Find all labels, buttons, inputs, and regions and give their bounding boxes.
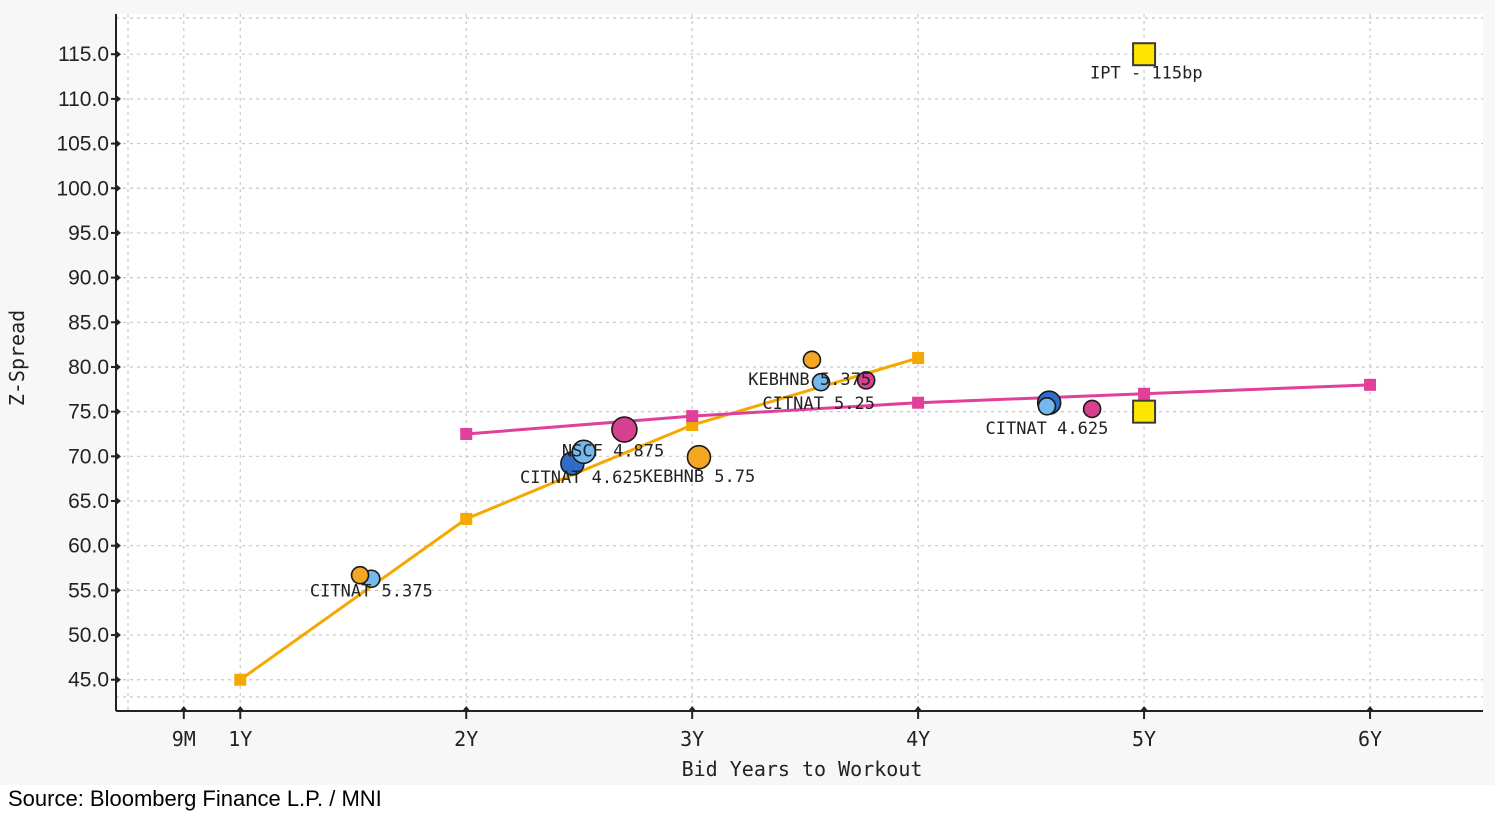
y-tick-arrow xyxy=(116,407,121,416)
y-tick-label: 65.0 xyxy=(68,490,109,513)
y-tick-label: 45.0 xyxy=(68,669,109,692)
y-tick-arrow xyxy=(116,139,121,148)
y-tick-label: 105.0 xyxy=(56,133,109,156)
y-tick-label: 75.0 xyxy=(68,401,109,424)
x-tick-label: 9M xyxy=(172,727,196,751)
point-label: CITNAT 5.375 xyxy=(310,582,433,602)
x-tick-arrow xyxy=(688,706,697,711)
y-tick-arrow xyxy=(116,273,121,282)
pink-curve-marker xyxy=(1364,378,1377,391)
point-label: CITNAT 4.625 xyxy=(986,419,1109,439)
x-tick-arrow xyxy=(1366,706,1375,711)
pink-curve-marker xyxy=(912,396,925,409)
citnat-4625-blue-point xyxy=(571,439,597,465)
source-note: Source: Bloomberg Finance L.P. / MNI xyxy=(8,786,382,811)
pink-curve-marker xyxy=(460,427,473,440)
ipt-5y-marker xyxy=(1132,399,1157,424)
magenta-5y-point xyxy=(1082,399,1102,419)
citnat-4625b-blue-point xyxy=(1037,396,1057,416)
y-tick-label: 115.0 xyxy=(58,43,109,66)
y-tick-label: 95.0 xyxy=(68,222,109,245)
y-tick-arrow xyxy=(116,228,121,237)
point-label: CITNAT 4.625 xyxy=(520,468,643,488)
point-labels: CITNAT 5.375 CITNAT 4.625 NSCF 4.875 KEBHNB… xyxy=(310,63,1203,601)
point-label: KEBHNB 5.75 xyxy=(643,467,756,487)
x-tick-arrow xyxy=(462,706,471,711)
y-tick-label: 60.0 xyxy=(68,535,109,558)
y-axis-title: Z-Spread xyxy=(5,310,29,406)
markers xyxy=(1132,42,1157,424)
plot-background xyxy=(116,14,1483,711)
point-label: CITNAT 5.25 xyxy=(762,394,875,414)
kebhnb-575-orange-point xyxy=(686,444,712,470)
y-tick-arrow xyxy=(116,362,121,371)
x-tick-arrow xyxy=(914,706,923,711)
x-tick-label: 1Y xyxy=(228,727,252,751)
pink-curve-marker xyxy=(1138,387,1151,400)
ipt-marker xyxy=(1132,42,1157,67)
y-tick-arrow xyxy=(116,675,121,684)
y-tick-arrow xyxy=(116,184,121,193)
point-label: KEBHNB 5.375 xyxy=(748,370,871,390)
kebhnb-5375-blue-point xyxy=(811,372,831,392)
y-tick-label: 70.0 xyxy=(68,445,109,468)
axes: 45.0 50.0 55.0 60.0 65.0 70.0 75.0 80.0 85.0 90.0… xyxy=(56,14,1483,751)
point-label: IPT - 115bp xyxy=(1090,63,1203,83)
y-tick-label: 80.0 xyxy=(68,356,109,379)
y-tick-label: 90.0 xyxy=(68,267,109,290)
y-tick-arrow xyxy=(116,94,121,103)
y-tick-arrow xyxy=(116,50,121,59)
y-tick-arrow xyxy=(116,452,121,461)
y-tick-arrow xyxy=(116,318,121,327)
x-tick-arrow xyxy=(179,706,188,711)
y-tick-label: 100.0 xyxy=(56,177,109,200)
x-tick-label: 2Y xyxy=(454,727,478,751)
points xyxy=(350,350,1102,589)
x-tick-label: 5Y xyxy=(1132,727,1156,751)
x-tick-label: 3Y xyxy=(680,727,704,751)
y-tick-arrow xyxy=(116,586,121,595)
x-tick-arrow xyxy=(1140,706,1149,711)
y-tick-arrow xyxy=(116,497,121,506)
orange-curve-marker xyxy=(912,352,925,365)
y-tick-label: 110.0 xyxy=(58,88,109,111)
orange-curve-marker xyxy=(234,673,247,686)
y-tick-arrow xyxy=(116,631,121,640)
scatter-chart: CITNAT 5.375 CITNAT 4.625 NSCF 4.875 KEBHNB… xyxy=(5,14,1483,781)
chart-area: CITNAT 5.375 CITNAT 4.625 NSCF 4.875 KEBHNB… xyxy=(5,14,1483,781)
citnat-525-magenta-point xyxy=(856,371,876,390)
x-tick-arrow xyxy=(236,706,245,711)
x-axis-title: Bid Years to Workout xyxy=(682,757,923,781)
y-tick-label: 50.0 xyxy=(68,624,109,647)
citnat-5375-orange-point xyxy=(350,565,370,585)
pink-curve-marker xyxy=(686,410,699,423)
kebhnb-5375-orange-point xyxy=(802,350,822,370)
y-tick-label: 55.0 xyxy=(68,579,109,602)
orange-curve-marker xyxy=(460,512,473,525)
y-tick-label: 85.0 xyxy=(68,311,109,334)
x-tick-label: 4Y xyxy=(906,727,930,751)
x-tick-label: 6Y xyxy=(1358,727,1382,751)
nscf-4875-magenta-point xyxy=(611,416,638,443)
point-label: NSCF 4.875 xyxy=(562,441,664,461)
y-tick-arrow xyxy=(116,541,121,550)
